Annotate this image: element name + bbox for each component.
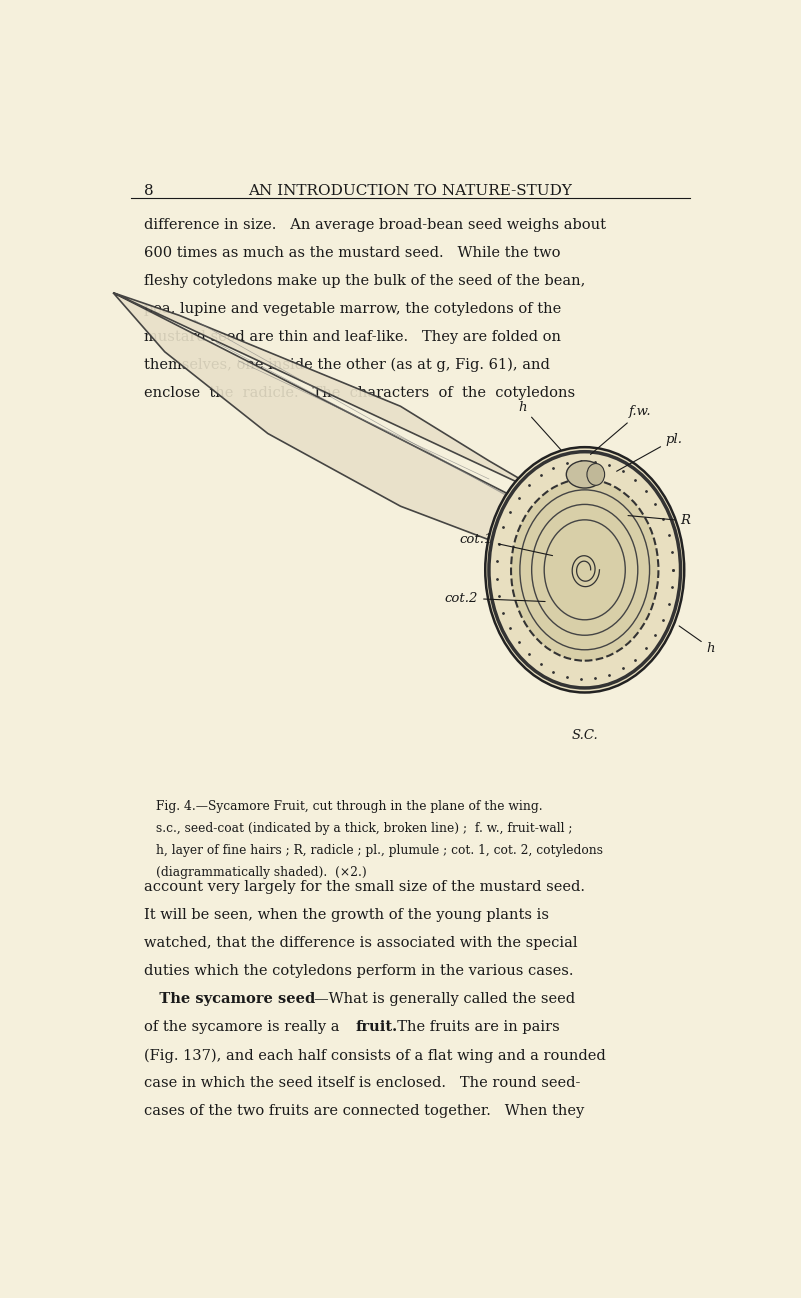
- Polygon shape: [113, 293, 559, 543]
- Text: pea, lupine and vegetable marrow, the cotyledons of the: pea, lupine and vegetable marrow, the co…: [143, 301, 561, 315]
- Text: mustard seed are thin and leaf-like.   They are folded on: mustard seed are thin and leaf-like. The…: [143, 330, 561, 344]
- Text: s.c., seed-coat (indicated by a thick, broken line) ;  f. w., fruit-wall ;: s.c., seed-coat (indicated by a thick, b…: [156, 823, 573, 836]
- Text: h, layer of fine hairs ; R, radicle ; pl., plumule ; cot. 1, cot. 2, cotyledons: h, layer of fine hairs ; R, radicle ; pl…: [156, 845, 603, 858]
- Text: AN INTRODUCTION TO NATURE-STUDY: AN INTRODUCTION TO NATURE-STUDY: [248, 184, 573, 197]
- Text: Fig. 4.—Sycamore Fruit, cut through in the plane of the wing.: Fig. 4.—Sycamore Fruit, cut through in t…: [156, 801, 542, 814]
- Text: cases of the two fruits are connected together.   When they: cases of the two fruits are connected to…: [143, 1105, 584, 1119]
- Text: cot.2: cot.2: [445, 592, 545, 605]
- Text: of the sycamore is really a: of the sycamore is really a: [143, 1020, 344, 1035]
- Text: 600 times as much as the mustard seed.   While the two: 600 times as much as the mustard seed. W…: [143, 245, 560, 260]
- Text: difference in size.   An average broad-bean seed weighs about: difference in size. An average broad-bea…: [143, 218, 606, 232]
- Text: account very largely for the small size of the mustard seed.: account very largely for the small size …: [143, 880, 585, 894]
- Text: f.w.: f.w.: [590, 405, 651, 454]
- Text: cot.1: cot.1: [460, 532, 553, 556]
- Text: —What is generally called the seed: —What is generally called the seed: [314, 992, 575, 1006]
- Text: S.C.: S.C.: [571, 729, 598, 742]
- Text: watched, that the difference is associated with the special: watched, that the difference is associat…: [143, 936, 577, 950]
- Text: It will be seen, when the growth of the young plants is: It will be seen, when the growth of the …: [143, 909, 549, 923]
- Text: duties which the cotyledons perform in the various cases.: duties which the cotyledons perform in t…: [143, 964, 573, 979]
- Text: The fruits are in pairs: The fruits are in pairs: [388, 1020, 559, 1035]
- Circle shape: [485, 447, 684, 693]
- Text: h: h: [679, 626, 714, 654]
- Ellipse shape: [566, 461, 603, 488]
- Text: fruit.: fruit.: [356, 1020, 398, 1035]
- Text: pl.: pl.: [617, 432, 682, 471]
- Text: (Fig. 137), and each half consists of a flat wing and a rounded: (Fig. 137), and each half consists of a …: [143, 1049, 606, 1063]
- Text: fleshy cotyledons make up the bulk of the seed of the bean,: fleshy cotyledons make up the bulk of th…: [143, 274, 585, 288]
- Text: R: R: [628, 514, 690, 527]
- Text: 8: 8: [143, 184, 153, 197]
- Text: enclose  the  radicle.   The  characters  of  the  cotyledons: enclose the radicle. The characters of t…: [143, 386, 574, 400]
- Circle shape: [511, 479, 658, 661]
- Text: case in which the seed itself is enclosed.   The round seed-: case in which the seed itself is enclose…: [143, 1076, 580, 1090]
- Text: themselves, one inside the other (as at g, Fig. 61), and: themselves, one inside the other (as at …: [143, 358, 549, 373]
- Text: h: h: [518, 401, 561, 449]
- Text: (diagrammatically shaded).  (×2.): (diagrammatically shaded). (×2.): [156, 866, 367, 879]
- Text: The sycamore seed: The sycamore seed: [143, 992, 320, 1006]
- Circle shape: [587, 463, 605, 485]
